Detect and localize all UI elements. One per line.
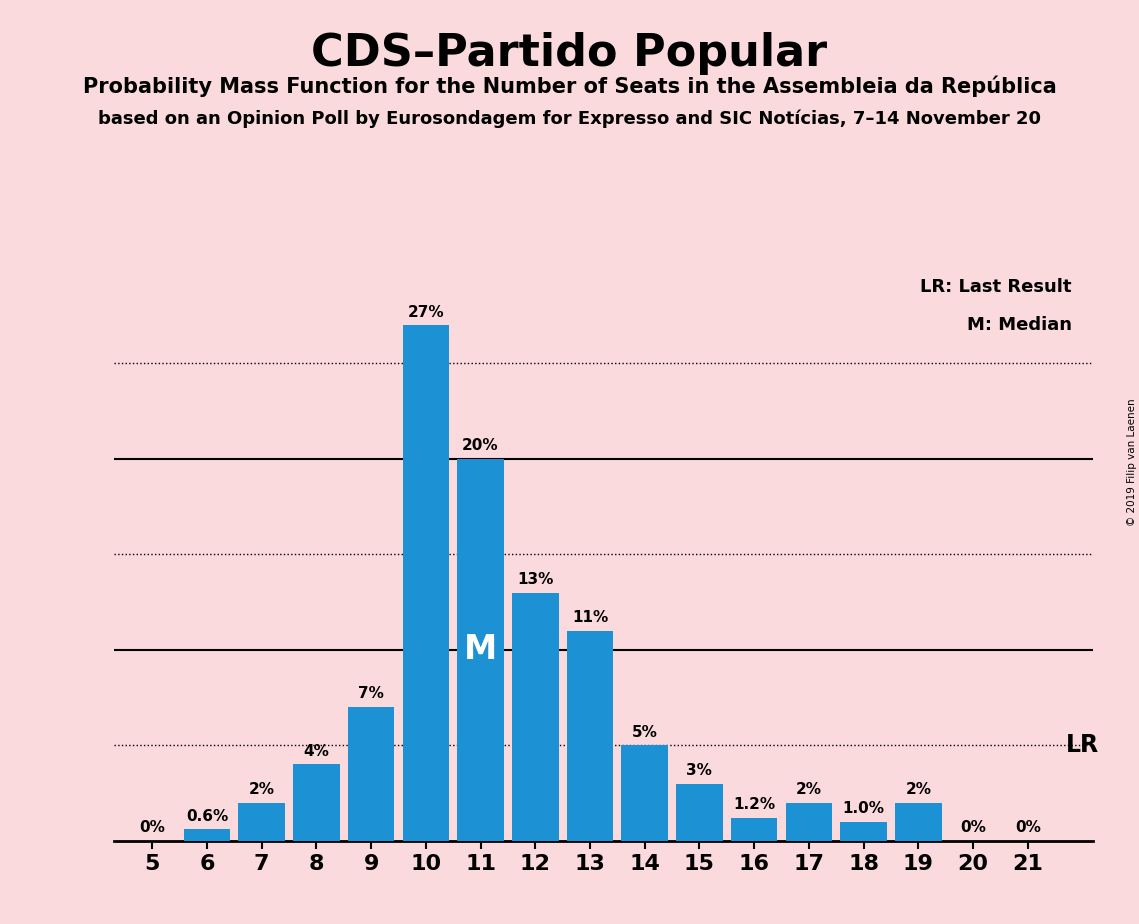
Text: 13%: 13%	[517, 572, 554, 587]
Text: based on an Opinion Poll by Eurosondagem for Expresso and SIC Notícias, 7–14 Nov: based on an Opinion Poll by Eurosondagem…	[98, 109, 1041, 128]
Bar	[293, 764, 339, 841]
Bar	[567, 631, 613, 841]
Text: 2%: 2%	[248, 782, 274, 796]
Bar	[895, 803, 942, 841]
Bar	[622, 746, 667, 841]
Bar	[786, 803, 833, 841]
Bar	[402, 325, 449, 841]
Bar	[457, 459, 503, 841]
Bar	[731, 818, 778, 841]
Text: LR: Last Result: LR: Last Result	[920, 277, 1072, 296]
Bar	[183, 830, 230, 841]
Bar	[841, 821, 887, 841]
Bar	[677, 784, 722, 841]
Bar	[238, 803, 285, 841]
Text: M: Median: M: Median	[967, 316, 1072, 334]
Text: 0%: 0%	[960, 821, 986, 835]
Text: 1.0%: 1.0%	[843, 801, 885, 816]
Text: 27%: 27%	[408, 305, 444, 320]
Text: 5%: 5%	[632, 724, 657, 739]
Text: 0%: 0%	[139, 821, 165, 835]
Text: 1.2%: 1.2%	[734, 797, 776, 812]
Text: 2%: 2%	[796, 782, 822, 796]
Bar	[347, 707, 394, 841]
Text: 3%: 3%	[687, 763, 712, 778]
Text: 20%: 20%	[462, 438, 499, 453]
Text: Probability Mass Function for the Number of Seats in the Assembleia da República: Probability Mass Function for the Number…	[83, 76, 1056, 97]
Text: CDS–Partido Popular: CDS–Partido Popular	[311, 32, 828, 76]
Text: 0.6%: 0.6%	[186, 808, 228, 823]
Text: 11%: 11%	[572, 610, 608, 625]
Text: © 2019 Filip van Laenen: © 2019 Filip van Laenen	[1126, 398, 1137, 526]
Text: 2%: 2%	[906, 782, 932, 796]
Bar	[513, 592, 558, 841]
Text: 0%: 0%	[1015, 821, 1041, 835]
Text: 7%: 7%	[358, 687, 384, 701]
Text: LR: LR	[1066, 734, 1099, 758]
Text: M: M	[464, 633, 497, 666]
Text: 4%: 4%	[303, 744, 329, 759]
